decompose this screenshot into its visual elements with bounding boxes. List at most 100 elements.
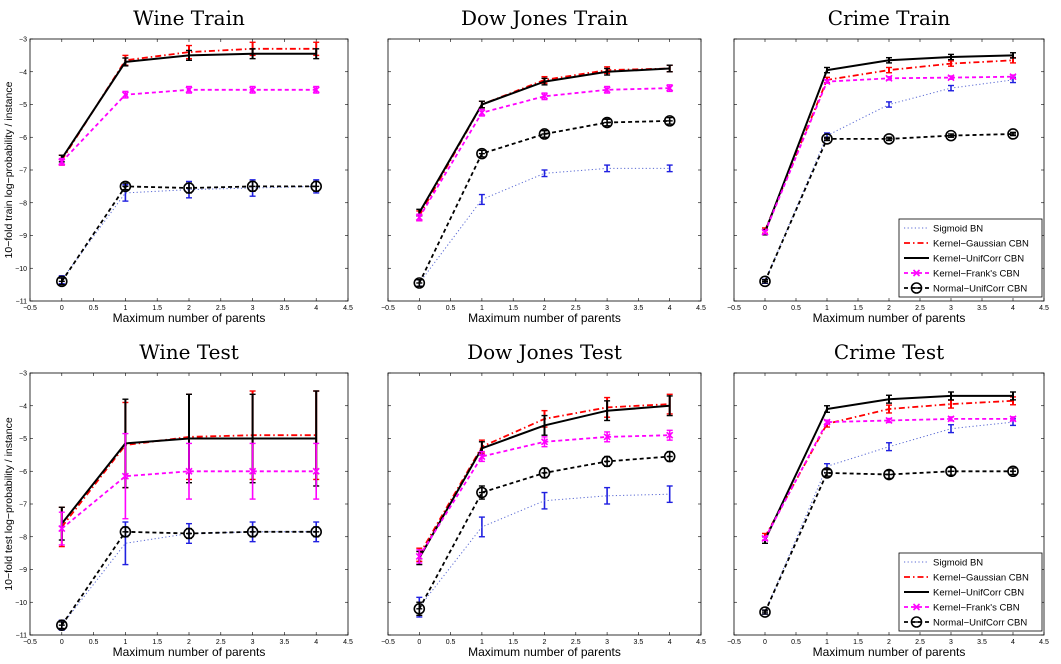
series-line: [61, 185, 317, 280]
x-tick-label: 0.5: [446, 305, 456, 312]
series-normal-unifcorr-cbn: [55, 526, 323, 631]
series-line: [61, 437, 317, 525]
y-tick-label: −10: [15, 600, 27, 607]
y-tick-label: −7: [19, 502, 27, 509]
x-tick-label: 3.5: [280, 305, 290, 312]
x-tick-label: 0: [60, 639, 64, 646]
y-tick-group: [388, 372, 701, 636]
x-tick-label: 3.5: [634, 305, 644, 312]
legend-marker: [910, 616, 923, 628]
series-line: [418, 67, 670, 214]
x-tick-label: 1: [480, 639, 484, 646]
data-point: [603, 86, 611, 94]
data-point: [1009, 73, 1017, 81]
data-point: [55, 619, 68, 631]
data-point: [663, 115, 676, 127]
x-tick-label: 0: [60, 305, 64, 312]
x-tick-label: −0.5: [727, 639, 741, 646]
x-tick-label: 2.5: [915, 639, 925, 646]
data-point: [478, 452, 486, 461]
y-tick-label: −9: [19, 233, 27, 240]
x-tick-label: 2.5: [915, 305, 925, 312]
x-tick-label: 3.5: [634, 639, 644, 646]
x-tick-label: 3: [605, 305, 609, 312]
chart-panel-6: −0.5 0 0.5 1 1.5 2 2.5 3 3.5 4 4.5 Crime Test Maximu…: [727, 340, 1049, 659]
series-sigmoid-bn: [416, 164, 673, 287]
series-kernel-frank-s-cbn: [58, 432, 320, 546]
legend-entry: Kernel−Frank's CBN: [933, 603, 1020, 614]
x-tick-label: 2: [543, 639, 547, 646]
y-tick-label: −5: [19, 102, 27, 109]
x-tick-label: 3: [251, 639, 255, 646]
x-tick-label: 2: [187, 639, 191, 646]
x-tick-group: −0.5 0 0.5 1 1.5 2 2.5 3 3.5 4 4.5: [381, 373, 706, 646]
legend-entry: Normal−UnifCorr CBN: [933, 618, 1027, 629]
series-line: [418, 87, 670, 218]
data-point: [601, 455, 613, 468]
x-tick-label: 2: [887, 639, 891, 646]
series-line: [61, 531, 317, 626]
chart-panel-2: −0.5 0 0.5 1 1.5 2 2.5 3 3.5 4 4.5 Dow Jones Train M…: [381, 6, 706, 325]
data-point: [55, 275, 68, 288]
series-kernel-frank-s-cbn: [58, 85, 320, 166]
series-kernel-frank-s-cbn: [761, 73, 1017, 236]
x-tick-label: 4.5: [1039, 639, 1049, 646]
x-tick-label: −0.5: [23, 305, 37, 312]
data-point: [249, 86, 257, 94]
x-tick-label: 0: [417, 639, 421, 646]
x-tick-label: 1: [480, 305, 484, 312]
data-point: [185, 86, 193, 94]
legend-entry: Sigmoid BN: [933, 558, 983, 569]
data-point: [821, 133, 833, 145]
series-line: [418, 67, 670, 217]
x-tick-label: 3: [949, 305, 953, 312]
chart-panel-3: −0.5 0 0.5 1 1.5 2 2.5 3 3.5 4 4.5 Crime Train Maxim…: [727, 6, 1049, 325]
x-tick-group: −0.5 0 0.5 1 1.5 2 2.5 3 3.5 4 4.5: [23, 39, 353, 312]
y-tick-label: −3: [19, 371, 27, 378]
x-tick-label: 0.5: [791, 305, 801, 312]
legend-entry: Kernel−Gaussian CBN: [933, 239, 1029, 250]
series-line: [418, 493, 670, 608]
x-tick-label: 1: [123, 305, 127, 312]
legend-entry: Kernel−UnifCorr CBN: [933, 588, 1024, 599]
data-point: [478, 109, 486, 117]
data-point: [823, 78, 831, 86]
x-tick-label: 1.5: [853, 639, 863, 646]
x-tick-label: 3: [251, 305, 255, 312]
data-point: [415, 552, 423, 560]
x-tick-label: 0.5: [89, 639, 99, 646]
data-point: [246, 180, 259, 193]
series-line: [61, 47, 317, 161]
data-point: [540, 438, 549, 446]
data-point: [1007, 128, 1019, 140]
data-point: [945, 465, 957, 478]
series-normal-unifcorr-cbn: [55, 180, 323, 288]
data-point: [476, 486, 488, 499]
data-point: [58, 524, 66, 533]
data-point: [823, 418, 831, 426]
series-line: [764, 421, 1014, 613]
legend-entry: Kernel−Gaussian CBN: [933, 573, 1029, 584]
x-tick-label: 2: [887, 305, 891, 312]
legend: Sigmoid BN Kernel−Gaussian CBN Kernel−Unif…: [898, 552, 1043, 632]
series-normal-unifcorr-cbn: [759, 465, 1019, 618]
data-point: [663, 450, 676, 463]
x-tick-label: 1.5: [508, 305, 518, 312]
panel-title: Dow Jones Test: [467, 340, 622, 364]
data-point: [476, 147, 488, 160]
y-tick-label: −11: [16, 633, 27, 640]
series-normal-unifcorr-cbn: [413, 450, 676, 617]
x-tick-label: 3: [605, 639, 609, 646]
y-tick-label: −7: [19, 168, 27, 175]
data-point: [821, 467, 833, 479]
x-tick-label: −0.5: [727, 305, 741, 312]
legend-entry: Normal−UnifCorr CBN: [933, 284, 1027, 295]
y-axis-label: 10−fold test log−probability / instance: [3, 417, 15, 591]
x-tick-label: 2.5: [571, 639, 581, 646]
series-line: [764, 79, 1014, 282]
x-tick-label: 1: [123, 639, 127, 646]
y-tick-label: −8: [19, 534, 27, 541]
series-sigmoid-bn: [416, 485, 673, 618]
series-kernel-unifcorr-cbn: [416, 395, 673, 566]
